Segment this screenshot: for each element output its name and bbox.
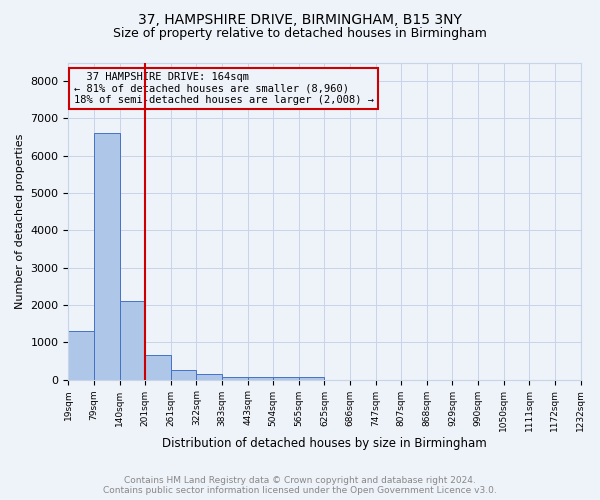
Bar [68,331,94,380]
Bar [273,378,299,380]
Text: Size of property relative to detached houses in Birmingham: Size of property relative to detached ho… [113,28,487,40]
Bar [94,134,119,380]
X-axis label: Distribution of detached houses by size in Birmingham: Distribution of detached houses by size … [162,437,487,450]
Bar [196,374,222,380]
Bar [299,378,325,380]
Y-axis label: Number of detached properties: Number of detached properties [15,134,25,308]
Text: Contains HM Land Registry data © Crown copyright and database right 2024.
Contai: Contains HM Land Registry data © Crown c… [103,476,497,495]
Bar [145,356,171,380]
Bar [171,370,196,380]
Text: 37, HAMPSHIRE DRIVE, BIRMINGHAM, B15 3NY: 37, HAMPSHIRE DRIVE, BIRMINGHAM, B15 3NY [138,12,462,26]
Bar [248,378,273,380]
Text: 37 HAMPSHIRE DRIVE: 164sqm  
← 81% of detached houses are smaller (8,960)
18% of: 37 HAMPSHIRE DRIVE: 164sqm ← 81% of deta… [74,72,374,105]
Bar [222,376,248,380]
Bar [119,302,145,380]
